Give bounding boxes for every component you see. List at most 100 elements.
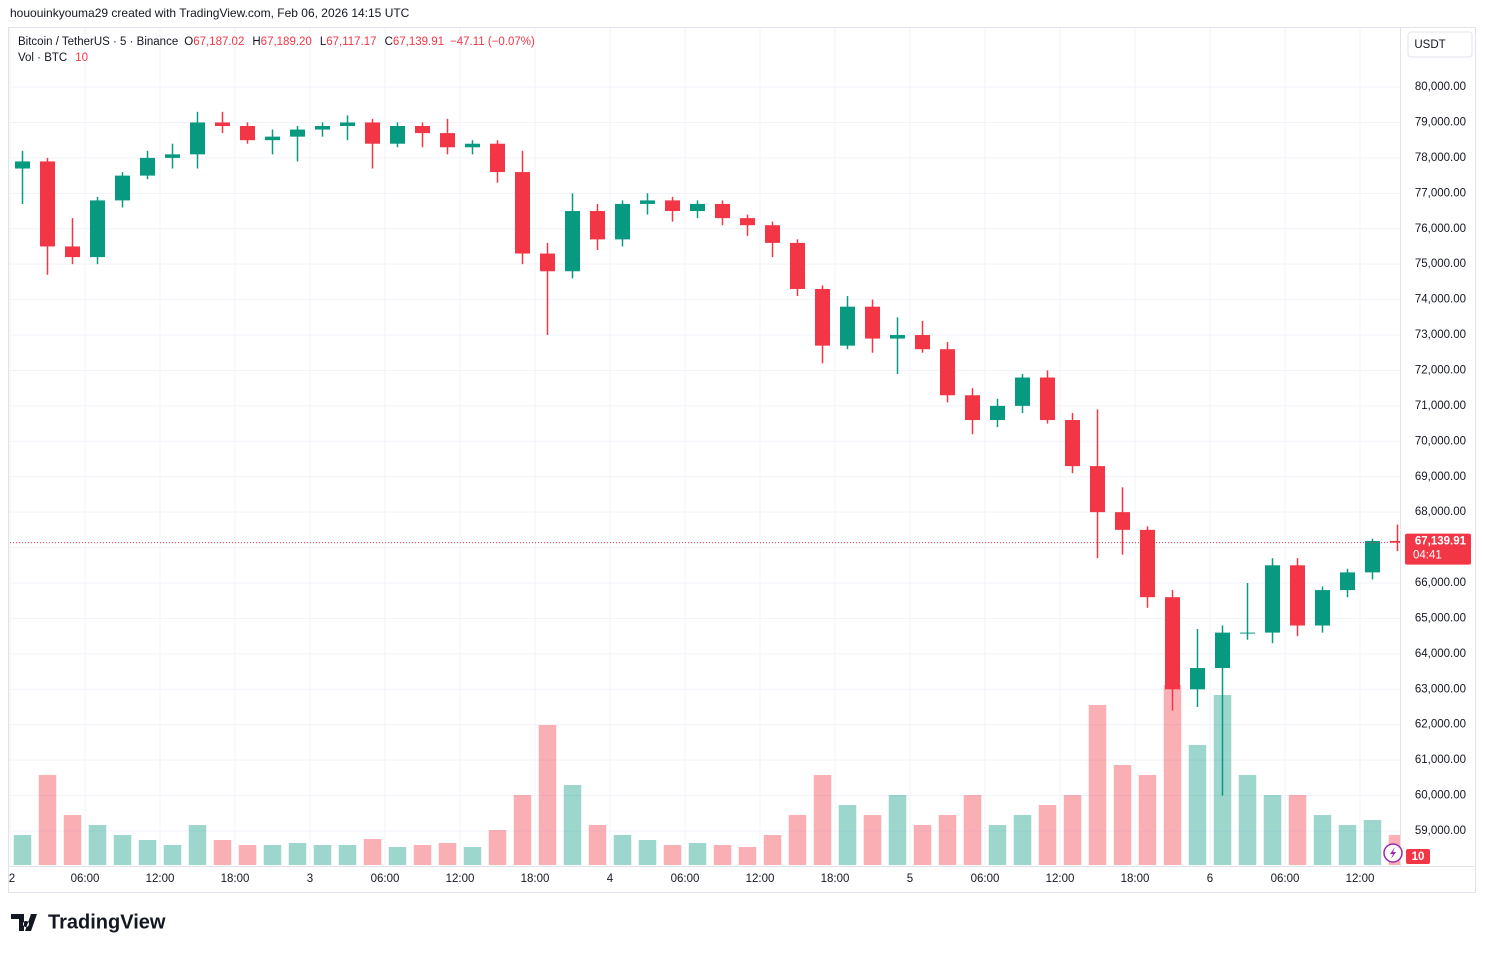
candle-body [240, 126, 255, 141]
volume-bar [388, 847, 407, 865]
y-tick-label: 79,000.00 [1415, 116, 1466, 128]
legend-item: H [252, 36, 260, 48]
y-tick-label: 68,000.00 [1415, 506, 1466, 518]
candle-body [390, 126, 405, 144]
candle-body [840, 306, 855, 346]
legend-item: Vol · BTC [18, 52, 67, 64]
icon-bolt[interactable] [1390, 847, 1396, 859]
currency-button[interactable] [1407, 31, 1473, 58]
candle-body [90, 200, 105, 258]
candle-body [940, 349, 955, 396]
volume-bar [463, 847, 482, 865]
volume-bar [1163, 685, 1182, 865]
y-tick-label: 60,000.00 [1415, 790, 1466, 802]
candle-body [1290, 565, 1305, 626]
legend-ohlc: Bitcoin / TetherUS · 5 · Binance O67,187.… [18, 36, 535, 48]
candle-body [1265, 565, 1280, 633]
volume-bar [13, 835, 32, 865]
volume-bar [413, 845, 432, 865]
chart-frame [8, 27, 1476, 893]
x-tick-label: 18:00 [221, 873, 250, 885]
volume-bar [338, 845, 357, 865]
volume-bar [1013, 815, 1032, 865]
volume-bar [738, 847, 757, 865]
y-tick-label: 66,000.00 [1415, 577, 1466, 589]
volume-bar [1063, 795, 1082, 865]
volume-bar [963, 795, 982, 865]
candle-body [315, 126, 330, 130]
logo: TradingView [11, 911, 166, 933]
volume-bar [1038, 805, 1057, 865]
volume-bar [813, 775, 832, 865]
volume-tag [1406, 849, 1430, 864]
volume-bar [1263, 795, 1282, 865]
volume-bar [913, 825, 932, 865]
volume-bar [313, 845, 332, 865]
volume-bar [988, 825, 1007, 865]
y-tick-label: 72,000.00 [1415, 364, 1466, 376]
legend-item: 10 [75, 52, 88, 64]
volume-bar [888, 795, 907, 865]
candle-body [465, 143, 480, 148]
volume-bar [238, 845, 257, 865]
y-tick-label: 70,000.00 [1415, 435, 1466, 447]
candle-body [815, 288, 830, 346]
x-tick-label: 6 [1207, 873, 1213, 885]
candle-body [140, 157, 155, 176]
volume-bar [788, 815, 807, 865]
volume-bar [38, 775, 57, 865]
candle-body [915, 335, 930, 350]
volume-bar [938, 815, 957, 865]
candle-body [1015, 377, 1030, 406]
volume-tag-label: 10 [1412, 851, 1425, 863]
volume-bar [213, 840, 232, 865]
candle-body [715, 203, 730, 219]
candle-body [215, 122, 230, 127]
x-tick-label: 18:00 [821, 873, 850, 885]
volume-bar [513, 795, 532, 865]
volume-bar [763, 835, 782, 865]
y-tick-label: 77,000.00 [1415, 187, 1466, 199]
grid [9, 28, 1400, 865]
y-tick-label: 71,000.00 [1415, 400, 1466, 412]
candle-body [115, 175, 130, 201]
x-tick-label: 3 [307, 873, 313, 885]
legend-item: 67,187.02 [193, 36, 244, 48]
candle-body [190, 122, 205, 155]
candle-body [65, 246, 80, 258]
legend-volume: Vol · BTC 10 [18, 52, 88, 64]
volume-bar [588, 825, 607, 865]
candle-body [765, 225, 780, 243]
x-tick-label: 06:00 [71, 873, 100, 885]
volume-bar [663, 845, 682, 865]
legend-item: 67,139.91 [393, 36, 444, 48]
x-tick-label: 18:00 [1121, 873, 1150, 885]
attribution: hououinkyouma29 created with TradingView… [10, 6, 410, 20]
candle-body [590, 211, 605, 240]
y-tick-label: 80,000.00 [1415, 81, 1466, 93]
x-tick-label: 4 [607, 873, 614, 885]
candle-body [740, 218, 755, 226]
volume-bar [863, 815, 882, 865]
candle-body [1340, 572, 1355, 591]
volume-bar [1313, 815, 1332, 865]
candle-body [15, 161, 30, 169]
candle-body [340, 122, 355, 127]
candle-body [890, 335, 905, 339]
candle-body [1215, 632, 1230, 669]
legend-item: 67,117.17 [326, 36, 376, 48]
currency-label[interactable]: USDT [1414, 39, 1445, 51]
volume-bar [1088, 705, 1107, 865]
y-tick-label: 73,000.00 [1415, 329, 1466, 341]
candle-layer [10, 111, 1400, 796]
volume-bar [638, 840, 657, 865]
y-tick-label: 76,000.00 [1415, 223, 1466, 235]
x-tick-label: 2 [9, 873, 15, 885]
volume-bar [713, 845, 732, 865]
x-tick-label: 12:00 [446, 873, 475, 885]
volume-bar [1113, 765, 1132, 865]
y-tick-label: 59,000.00 [1415, 825, 1466, 837]
candle-body [165, 154, 180, 158]
lightning-icon[interactable] [1383, 843, 1403, 863]
